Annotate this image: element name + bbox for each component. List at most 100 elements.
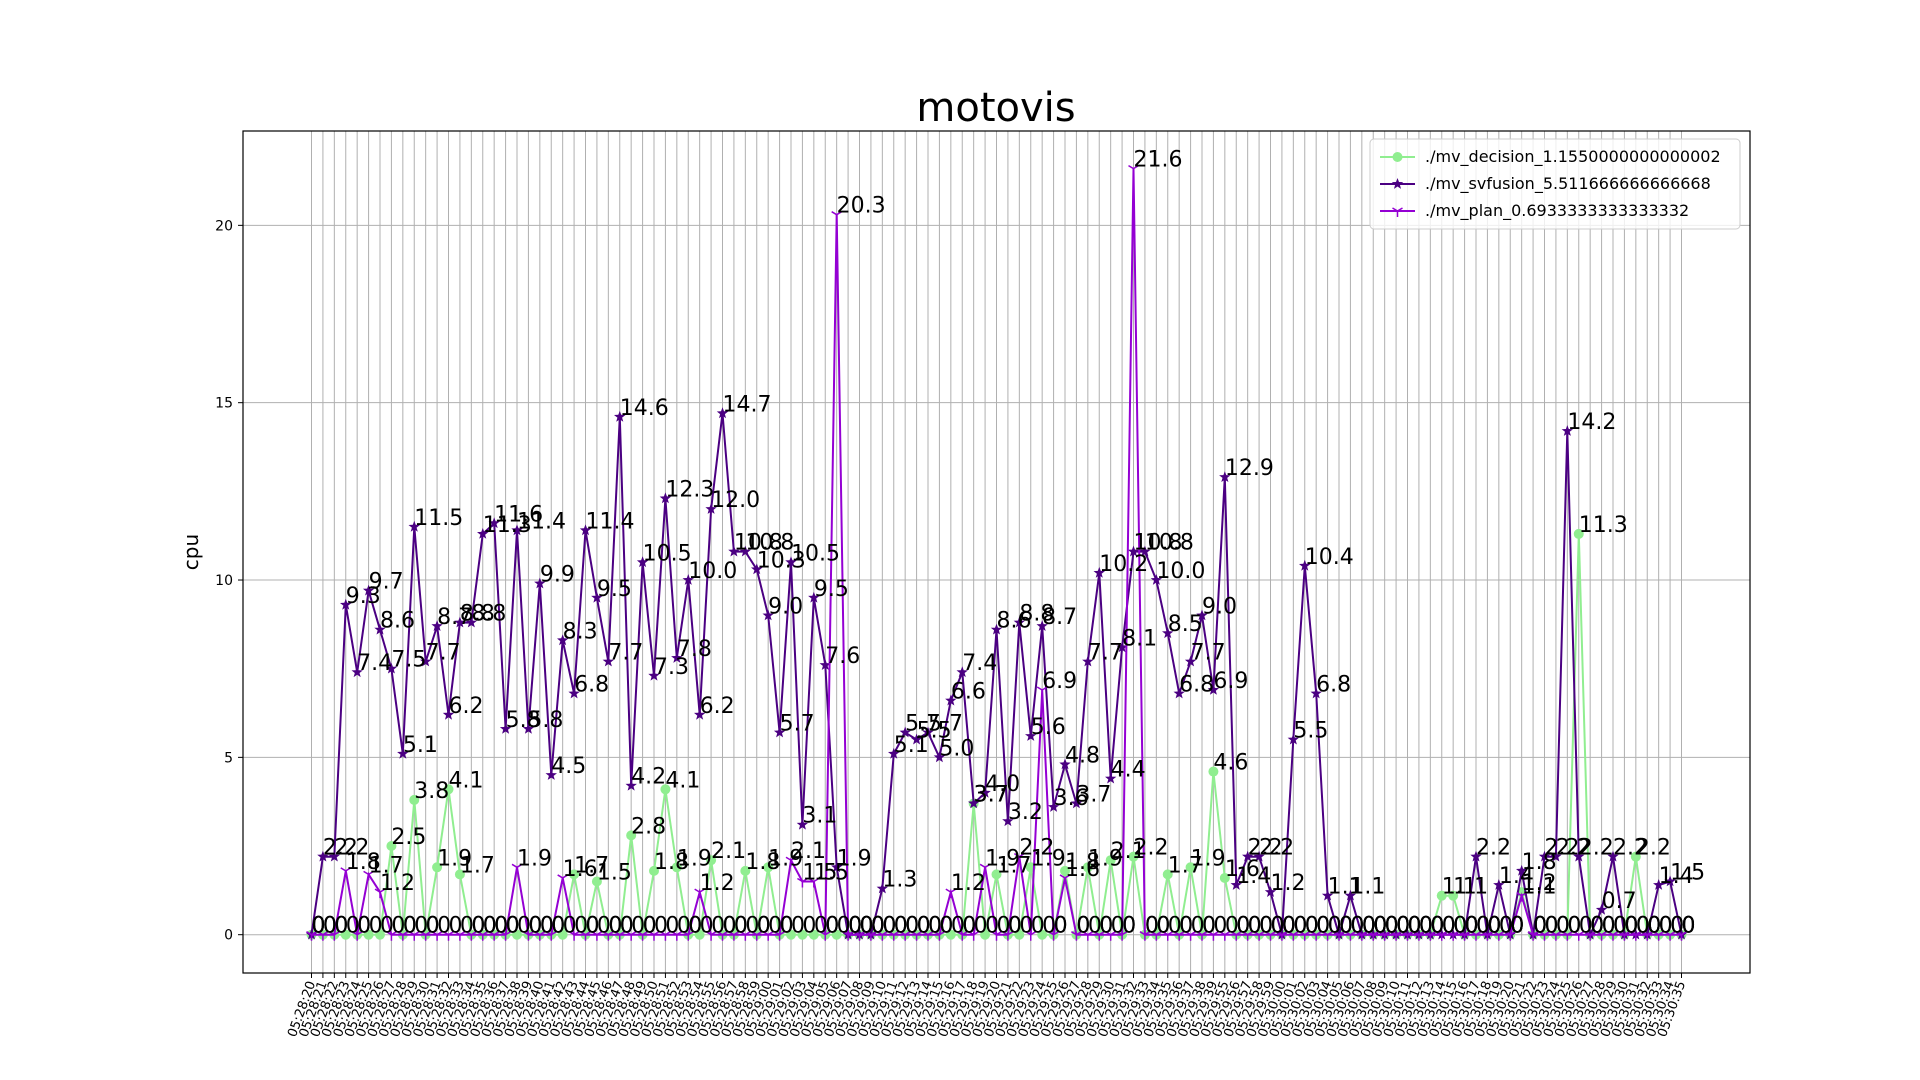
- point: [739, 545, 751, 557]
- data-label: 0: [848, 914, 862, 939]
- data-label: 7.8: [677, 637, 712, 662]
- data-label: 0: [1510, 914, 1524, 939]
- point: [328, 931, 340, 941]
- data-label: 0: [860, 914, 874, 939]
- point: [1128, 851, 1139, 862]
- point: [614, 931, 626, 941]
- data-label: 0: [825, 914, 839, 939]
- point: [956, 931, 968, 941]
- data-label: 0: [1111, 914, 1125, 939]
- data-label: 0: [1339, 914, 1353, 939]
- data-label: 11.3: [483, 513, 532, 538]
- data-label: 0: [1259, 914, 1273, 939]
- data-label: 0: [1282, 914, 1296, 939]
- legend-label: ./mv_svfusion_5.511666666666668: [1425, 174, 1711, 194]
- point: [1276, 931, 1288, 941]
- point: [1184, 655, 1197, 667]
- data-label: 6.6: [951, 680, 986, 705]
- data-label: 0: [1031, 914, 1045, 939]
- point: [363, 929, 374, 940]
- data-label: 1.5: [597, 860, 632, 885]
- point: [534, 577, 546, 589]
- data-label: 6.8: [574, 673, 609, 698]
- point: [1208, 931, 1219, 941]
- data-label: 0: [1590, 914, 1604, 939]
- point: [1219, 872, 1230, 883]
- data-label: 0: [768, 914, 782, 939]
- data-label: 0: [802, 914, 816, 939]
- data-label: 1.9: [1088, 846, 1123, 871]
- data-label: 0: [1328, 914, 1342, 939]
- data-label: 0: [1019, 914, 1033, 939]
- data-label: 0: [1396, 914, 1410, 939]
- point: [1128, 164, 1139, 175]
- data-label: 0: [334, 914, 348, 939]
- data-label: 0: [654, 914, 668, 939]
- point: [374, 623, 386, 635]
- legend: ./mv_decision_1.1550000000000002 ./mv_svf…: [1369, 138, 1741, 230]
- point: [1105, 772, 1117, 784]
- point: [1013, 853, 1025, 863]
- data-label: 11.6: [494, 502, 543, 527]
- point: [625, 931, 637, 941]
- point: [1561, 931, 1573, 941]
- data-label: 3.6: [1054, 786, 1089, 811]
- data-label: 0: [357, 914, 371, 939]
- data-label: 0: [723, 914, 737, 939]
- data-label: 0: [1647, 914, 1661, 939]
- data-label: 0: [1305, 914, 1319, 939]
- point: [682, 931, 694, 941]
- data-label: 0: [1293, 914, 1307, 939]
- data-label: 0: [1350, 914, 1364, 939]
- data-label: 0: [1624, 914, 1638, 939]
- data-label: 0: [1282, 914, 1296, 939]
- data-label: 0: [1088, 914, 1102, 939]
- point: [671, 652, 683, 663]
- data-label: 14.2: [1567, 410, 1616, 435]
- data-label: 0: [1682, 914, 1696, 939]
- point: [831, 861, 843, 873]
- data-label: 0: [460, 914, 474, 939]
- data-label: 0: [1156, 914, 1170, 939]
- point: [1664, 875, 1676, 887]
- data-label: 0: [1122, 914, 1136, 939]
- data-label: 10.8: [745, 531, 794, 556]
- data-label: 1.7: [460, 853, 495, 878]
- point: [1047, 801, 1060, 812]
- data-label: 3.8: [414, 779, 449, 804]
- data-label: 0: [540, 914, 554, 939]
- data-label: 2.2: [323, 836, 358, 861]
- legend-label: ./mv_decision_1.1550000000000002: [1425, 147, 1721, 167]
- data-label: 0: [1430, 914, 1444, 939]
- data-label: 0: [620, 914, 634, 939]
- data-label: 4.4: [1111, 758, 1146, 783]
- point: [317, 850, 329, 862]
- point: [580, 931, 591, 941]
- data-label: 0: [1076, 914, 1090, 939]
- data-label: 0: [1350, 914, 1364, 939]
- data-label: 1.1: [1350, 875, 1385, 900]
- point: [545, 931, 557, 941]
- point: [1630, 851, 1641, 862]
- point: [1356, 931, 1368, 941]
- data-label: 8.8: [471, 602, 506, 627]
- data-label: 1.9: [837, 846, 872, 871]
- point: [797, 877, 808, 888]
- data-label: 9.5: [597, 577, 632, 602]
- data-label: 0: [905, 914, 919, 939]
- data-label: 0: [551, 914, 565, 939]
- data-label: 0: [1385, 914, 1399, 939]
- point: [991, 869, 1002, 880]
- data-label: 0: [1465, 914, 1479, 939]
- point: [1219, 471, 1231, 482]
- data-label: 0: [1316, 914, 1330, 939]
- data-label: 0: [346, 914, 360, 939]
- data-label: 11.5: [414, 506, 463, 531]
- data-label: 12.0: [711, 488, 760, 513]
- point: [1173, 687, 1185, 699]
- point: [454, 931, 466, 941]
- point: [819, 931, 831, 941]
- point: [717, 931, 728, 941]
- legend-label: ./mv_plan_0.6933333333333332: [1425, 201, 1689, 221]
- point: [842, 931, 854, 941]
